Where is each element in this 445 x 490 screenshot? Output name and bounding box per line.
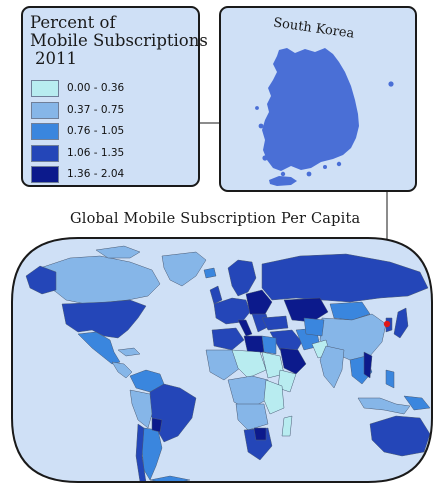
greenland-shape[interactable]	[161, 251, 207, 287]
legend-label-class-3: 0.76 - 1.05	[67, 125, 125, 137]
island-5	[323, 165, 327, 169]
legend-swatch-class-4	[31, 144, 59, 162]
island-2	[262, 155, 268, 161]
legend-swatch-class-5	[31, 166, 59, 183]
iceland-shape[interactable]	[203, 267, 217, 279]
west-africa-shape[interactable]	[205, 349, 241, 381]
south-korea-inset[interactable]: South Korea	[219, 6, 417, 192]
central-asia-shape[interactable]	[303, 317, 325, 337]
south-korea-marker[interactable]	[383, 320, 391, 328]
island-4	[306, 171, 312, 177]
philippines-shape[interactable]	[385, 369, 395, 389]
indonesia-shape[interactable]	[357, 397, 411, 415]
italy-shape[interactable]	[237, 319, 253, 337]
sahel-shape[interactable]	[231, 349, 267, 379]
countries-layer	[25, 245, 434, 484]
legend-panel: Percent of Mobile Subscriptions 2011 0.0…	[21, 6, 208, 187]
kazakhstan-shape[interactable]	[283, 297, 329, 323]
madagascar-shape[interactable]	[281, 415, 293, 437]
saudi-arabia-shape[interactable]	[279, 347, 307, 375]
chile-shape[interactable]	[135, 423, 147, 482]
canada-islands-shape[interactable]	[95, 245, 141, 259]
map-frame-border	[11, 237, 433, 483]
peru-bolivia-shape[interactable]	[129, 389, 153, 429]
south-korea-inset-map: South Korea	[255, 16, 394, 186]
vietnam-shape[interactable]	[363, 351, 373, 379]
central-america-shape[interactable]	[111, 361, 133, 379]
paraguay-shape[interactable]	[151, 417, 163, 433]
map-title: Global Mobile Subscription Per Capita	[70, 211, 361, 227]
russia-shape[interactable]	[261, 253, 429, 303]
legend-swatch-class-2	[31, 101, 59, 119]
legend-label-class-5: 1.36 - 2.04	[67, 168, 125, 180]
legend-title-line-2: Mobile Subscriptions	[30, 31, 208, 50]
island-3	[280, 171, 286, 177]
island-1	[258, 123, 264, 129]
morocco-algeria-shape[interactable]	[211, 327, 245, 351]
jeju-island-shape	[269, 176, 297, 186]
horn-of-africa-shape[interactable]	[277, 369, 297, 393]
legend-label-class-4: 1.06 - 1.35	[67, 146, 125, 159]
island-7	[255, 106, 259, 110]
angola-zambia-shape[interactable]	[235, 403, 269, 431]
legend-swatch-class-3	[31, 123, 59, 140]
legend-swatch-class-1	[31, 80, 59, 97]
island-6	[336, 161, 342, 167]
legend-label-class-2: 0.37 - 0.75	[67, 103, 125, 116]
middle-east-shape[interactable]	[269, 329, 303, 353]
canada-shape[interactable]	[39, 255, 161, 305]
legend-title-line-1: Percent of	[30, 13, 116, 32]
mongolia-shape[interactable]	[329, 301, 371, 321]
australia-shape[interactable]	[369, 415, 431, 457]
eastern-europe-shape[interactable]	[245, 289, 273, 317]
papua-shape[interactable]	[403, 395, 431, 411]
east-africa-shape[interactable]	[263, 379, 285, 415]
legend-label-class-1: 0.00 - 0.36	[67, 82, 125, 94]
usa-shape[interactable]	[61, 299, 147, 339]
turkey-shape[interactable]	[261, 315, 289, 331]
egypt-shape[interactable]	[261, 335, 277, 355]
cuba-shape[interactable]	[117, 347, 141, 357]
legend-title: Percent of Mobile Subscriptions 2011	[30, 14, 208, 68]
japan-shape[interactable]	[393, 307, 409, 339]
india-shape[interactable]	[319, 345, 345, 389]
new-zealand-shape[interactable]	[425, 451, 434, 469]
scandinavia-shape[interactable]	[227, 259, 257, 297]
antarctica-shape[interactable]	[149, 475, 191, 484]
uk-shape[interactable]	[209, 285, 223, 305]
legend-title-line-3: 2011	[35, 49, 77, 68]
south-korea-shape	[262, 48, 359, 171]
alaska-shape[interactable]	[25, 265, 57, 295]
mexico-shape[interactable]	[77, 331, 121, 365]
botswana-shape[interactable]	[253, 427, 267, 441]
western-europe-shape[interactable]	[213, 297, 251, 325]
ulleung-island-shape	[388, 81, 394, 87]
